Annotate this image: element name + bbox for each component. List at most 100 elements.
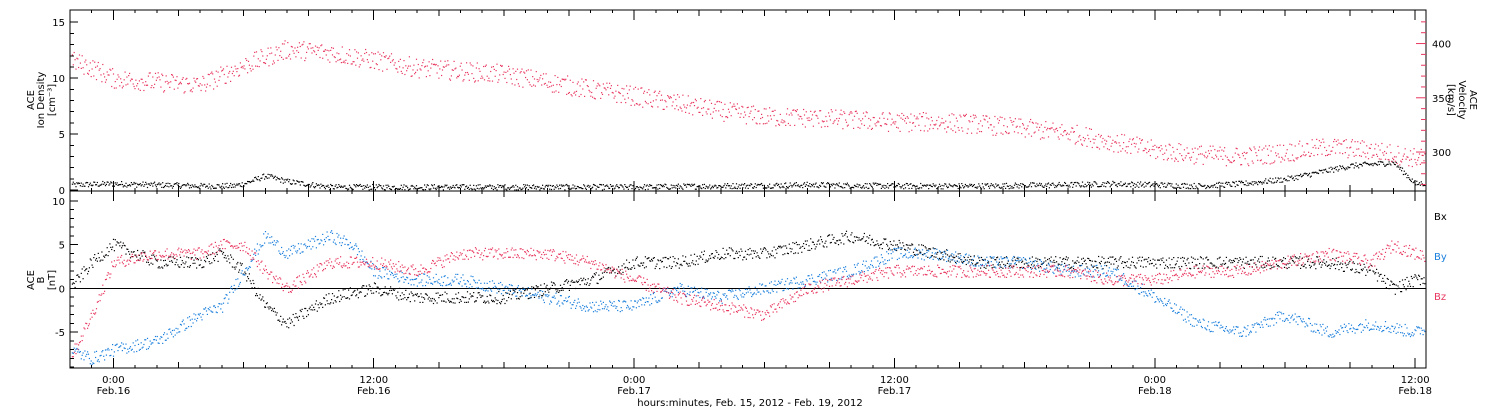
- density-point: [518, 187, 520, 189]
- velocity-point: [1056, 127, 1058, 129]
- velocity-point: [1053, 129, 1055, 131]
- density-point: [920, 182, 922, 185]
- velocity-point: [1394, 160, 1396, 162]
- velocity-point: [1081, 143, 1083, 145]
- velocity-point: [828, 112, 830, 114]
- velocity-point: [388, 57, 390, 59]
- density-point: [1120, 181, 1122, 183]
- density-point: [1287, 175, 1289, 177]
- bx-point: [665, 256, 667, 259]
- density-point: [634, 187, 637, 190]
- bx-point: [1374, 273, 1376, 275]
- density-point: [1034, 185, 1036, 187]
- density-point: [623, 188, 625, 190]
- velocity-point: [720, 101, 722, 104]
- density-point: [601, 184, 603, 186]
- by-point: [342, 237, 344, 239]
- density-point: [382, 188, 384, 190]
- by-point: [157, 342, 159, 344]
- bx-point: [1249, 263, 1251, 265]
- bx-point: [204, 259, 206, 262]
- bx-point: [141, 255, 143, 257]
- velocity-point: [919, 113, 921, 115]
- bx-point: [382, 292, 385, 294]
- density-point: [994, 187, 996, 189]
- density-point: [1331, 168, 1333, 171]
- velocity-point: [510, 78, 512, 80]
- bx-point: [1404, 279, 1406, 281]
- velocity-point: [731, 106, 733, 108]
- velocity-point: [799, 115, 801, 117]
- velocity-point: [1149, 155, 1151, 157]
- velocity-point: [618, 92, 620, 94]
- density-point: [385, 184, 387, 186]
- velocity-point: [818, 122, 820, 124]
- velocity-point: [845, 121, 848, 123]
- velocity-point: [1128, 140, 1130, 143]
- velocity-point: [549, 86, 551, 88]
- density-point: [1301, 175, 1303, 177]
- by-point: [86, 353, 88, 355]
- density-point: [643, 186, 645, 188]
- bx-point: [1178, 266, 1180, 268]
- density-point: [1275, 181, 1278, 183]
- bx-point: [131, 256, 133, 258]
- velocity-point: [314, 45, 317, 47]
- bx-point: [1162, 257, 1164, 259]
- density-point: [235, 184, 237, 186]
- bx-point: [1310, 265, 1312, 267]
- bx-point: [579, 284, 581, 286]
- by-point: [328, 239, 330, 241]
- bx-point: [662, 257, 664, 259]
- velocity-point: [351, 63, 353, 65]
- bx-point: [474, 301, 476, 303]
- by-point: [201, 319, 203, 321]
- density-point: [988, 187, 991, 189]
- velocity-point: [804, 126, 806, 128]
- velocity-point: [179, 81, 182, 83]
- by-point: [196, 317, 199, 319]
- bx-point: [432, 302, 435, 305]
- by-point: [313, 238, 315, 240]
- velocity-point: [130, 78, 132, 80]
- velocity-point: [1258, 146, 1261, 148]
- velocity-point: [1060, 133, 1062, 135]
- bx-point: [481, 295, 483, 297]
- velocity-point: [147, 75, 149, 77]
- density-point: [960, 187, 962, 189]
- density-point: [1403, 170, 1405, 172]
- bx-point: [1038, 267, 1040, 269]
- bx-point: [624, 267, 626, 269]
- density-point: [781, 186, 783, 188]
- density-point: [742, 187, 744, 189]
- density-point: [665, 184, 667, 186]
- velocity-point: [853, 115, 856, 117]
- velocity-point: [98, 69, 100, 71]
- by-point: [214, 306, 216, 309]
- density-point: [251, 180, 253, 182]
- bx-point: [165, 263, 167, 265]
- density-point: [1320, 170, 1322, 172]
- density-point: [1254, 182, 1256, 185]
- velocity-point: [660, 94, 663, 96]
- bx-point: [1113, 263, 1115, 265]
- density-point: [1336, 166, 1338, 168]
- density-point: [1385, 164, 1387, 166]
- bx-point: [633, 265, 635, 267]
- bx-point: [1381, 280, 1383, 282]
- bx-point: [441, 294, 444, 296]
- density-point: [181, 184, 183, 187]
- velocity-point: [504, 77, 506, 79]
- density-point: [1267, 179, 1269, 181]
- density-point: [584, 187, 587, 189]
- bx-point: [890, 243, 892, 246]
- velocity-point: [434, 64, 436, 66]
- density-point: [441, 186, 444, 188]
- velocity-point: [456, 77, 458, 79]
- density-point: [1047, 182, 1050, 184]
- density-point: [829, 186, 831, 188]
- density-point: [412, 185, 414, 187]
- bx-point: [423, 297, 425, 299]
- by-point: [238, 285, 240, 287]
